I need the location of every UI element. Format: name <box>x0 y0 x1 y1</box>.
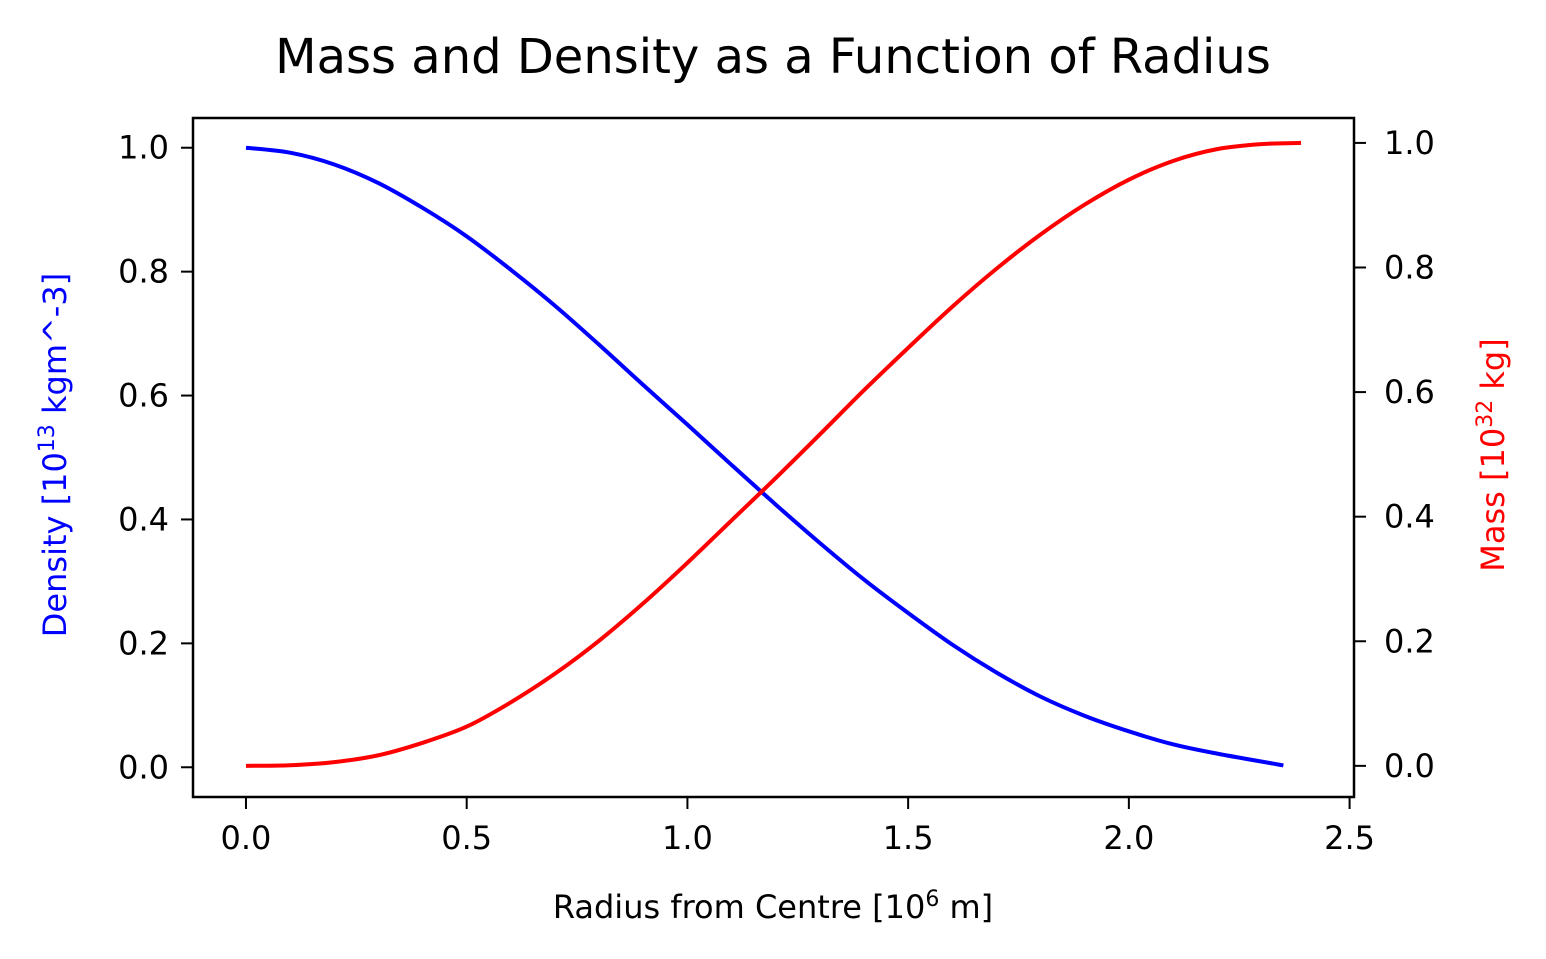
x-tick-label: 1.0 <box>662 819 713 857</box>
y-axis-right: 0.0 0.2 0.4 0.6 0.8 1.0 <box>1354 124 1435 785</box>
plot-frame <box>191 116 1356 799</box>
y-right-tick-label: 0.0 <box>1384 747 1435 785</box>
y-axis-left-title: Density [1013 kgm^-3] <box>35 273 74 637</box>
x-tick-label: 2.0 <box>1103 819 1154 857</box>
y-axis-right-title: Mass [1032 kg] <box>1473 338 1512 571</box>
y-right-tick-label: 0.4 <box>1384 498 1435 536</box>
y-right-tick-label: 0.6 <box>1384 373 1435 411</box>
x-tick-label: 2.5 <box>1324 819 1375 857</box>
x-axis-title: Radius from Centre [106 m] <box>553 887 993 926</box>
y-left-tick-label: 0.6 <box>118 377 169 415</box>
plot-area <box>245 140 1302 768</box>
chart-title: Mass and Density as a Function of Radius <box>275 29 1271 85</box>
y-right-tick-label: 0.8 <box>1384 249 1435 287</box>
y-left-tick-label: 1.0 <box>118 129 169 167</box>
y-left-tick-label: 0.2 <box>118 624 169 662</box>
y-right-tick-label: 0.2 <box>1384 622 1435 660</box>
x-tick-label: 1.5 <box>883 819 934 857</box>
y-right-tick-label: 1.0 <box>1384 124 1435 162</box>
y-left-tick-label: 0.8 <box>118 253 169 291</box>
x-tick-label: 0.0 <box>221 819 272 857</box>
x-axis: 0.0 0.5 1.0 1.5 2.0 2.5 <box>221 797 1375 857</box>
y-axis-left: 0.0 0.2 0.4 0.6 0.8 1.0 <box>118 129 193 786</box>
density-series-line <box>245 145 1284 768</box>
y-left-tick-label: 0.0 <box>118 748 169 786</box>
y-left-tick-label: 0.4 <box>118 500 169 538</box>
mass-series-line <box>245 140 1302 768</box>
x-tick-label: 0.5 <box>441 819 492 857</box>
